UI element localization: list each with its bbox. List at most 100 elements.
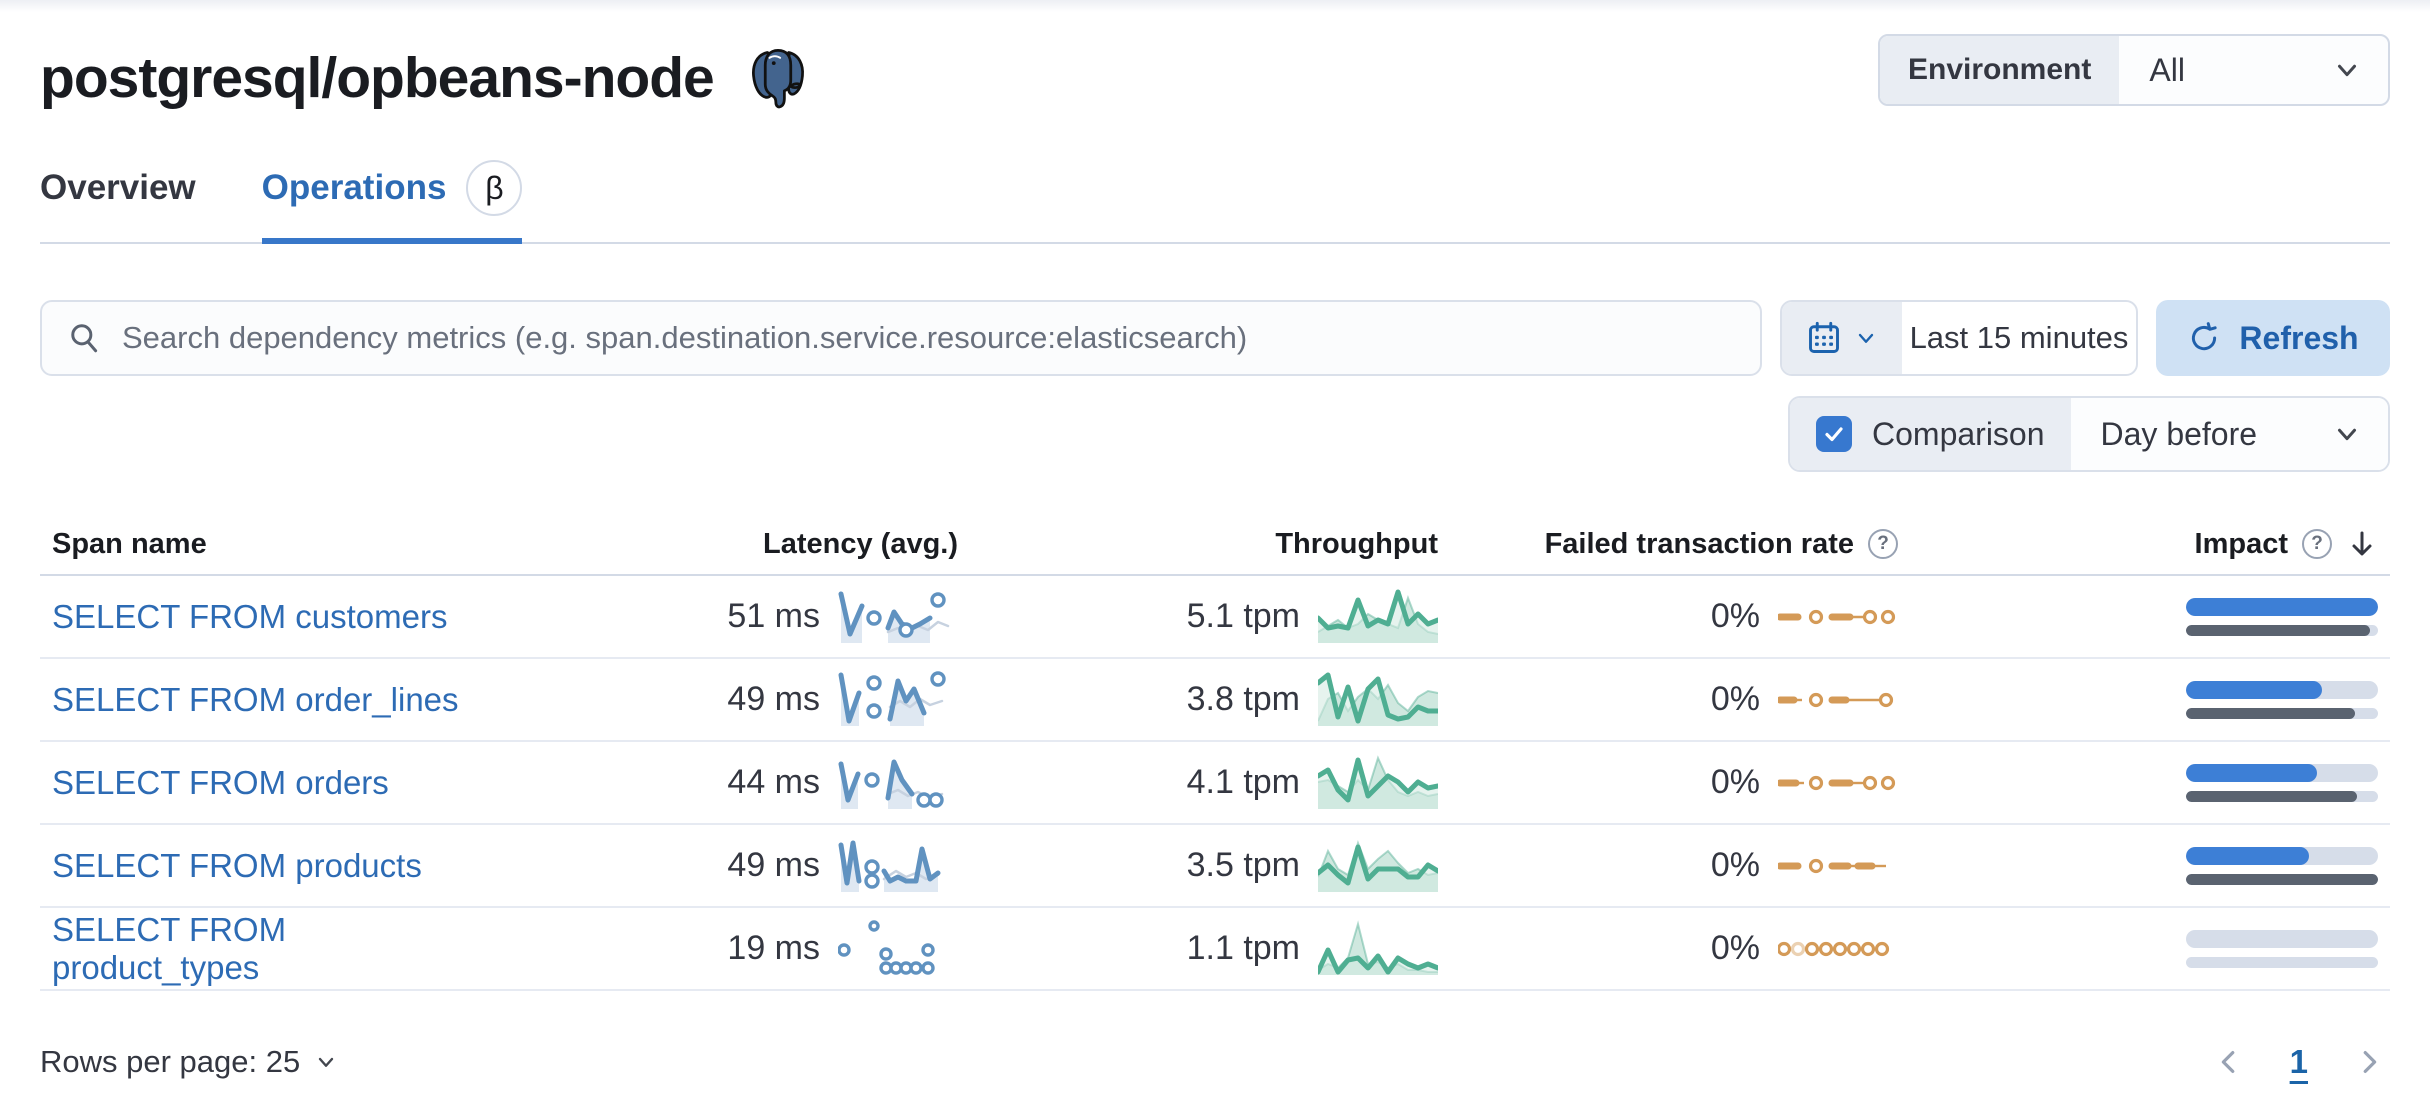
table-body: SELECT FROM customers 51 ms 5.1 tpm 0% S…	[40, 576, 2390, 991]
chevron-down-icon	[1858, 333, 1874, 343]
latency-value: 51 ms	[727, 597, 820, 635]
column-header-failed-rate[interactable]: Failed transaction rate ?	[1438, 528, 1898, 561]
failed-rate-value: 0%	[1710, 597, 1760, 635]
table-row: SELECT FROM customers 51 ms 5.1 tpm 0%	[40, 576, 2390, 659]
comparison-control: Comparison Day before	[1788, 396, 2390, 472]
search-box	[40, 300, 1762, 376]
comparison-value: Day before	[2100, 415, 2258, 452]
refresh-button[interactable]: Refresh	[2156, 300, 2390, 376]
page-number[interactable]: 1	[2289, 1043, 2308, 1080]
question-icon[interactable]: ?	[2302, 529, 2332, 559]
table-row: SELECT FROM order_lines 49 ms 3.8 tpm 0%	[40, 659, 2390, 742]
impact-bar	[2186, 846, 2378, 865]
pagination-next-icon[interactable]	[2354, 1047, 2384, 1077]
tab-operations-label: Operations	[261, 168, 447, 207]
impact-bars	[2186, 763, 2378, 802]
date-picker-button[interactable]: Last 15 minutes	[1780, 300, 2138, 376]
rows-per-page[interactable]: Rows per page: 25	[40, 1044, 338, 1080]
latency-sparkline	[838, 919, 935, 975]
failed-rate-sparkline	[1778, 775, 1896, 790]
failed-rate-sparkline	[1778, 858, 1886, 873]
search-icon	[71, 324, 98, 353]
table-row: SELECT FROM product_types 19 ms 1.1 tpm …	[40, 908, 2390, 991]
page-title: postgresql/opbeans-node	[40, 46, 715, 110]
latency-sparkline	[838, 759, 944, 809]
rows-per-page-label: Rows per page: 25	[40, 1044, 301, 1079]
column-header-span-name: Span name	[52, 527, 207, 560]
environment-value: All	[2149, 51, 2185, 88]
throughput-sparkline	[1318, 589, 1438, 643]
throughput-sparkline	[1318, 919, 1438, 975]
top-shadow	[0, 0, 2430, 12]
throughput-value: 5.1 tpm	[1186, 597, 1300, 635]
tab-operations[interactable]: Operations β	[261, 160, 523, 244]
table-row: SELECT FROM products 49 ms 3.5 tpm 0%	[40, 825, 2390, 908]
question-icon[interactable]: ?	[1868, 529, 1898, 559]
impact-bar	[2186, 597, 2378, 616]
span-link[interactable]: SELECT FROM customers	[52, 597, 448, 635]
impact-comparison-bar	[2186, 707, 2378, 719]
column-header-latency[interactable]: Latency (avg.)	[763, 527, 958, 560]
latency-value: 49 ms	[727, 680, 820, 718]
comparison-select[interactable]: Day before	[2070, 398, 2388, 470]
impact-bars	[2186, 680, 2378, 719]
tab-overview[interactable]: Overview	[40, 160, 196, 242]
tabs: Overview Operations β	[40, 160, 2390, 244]
failed-rate-value: 0%	[1710, 680, 1760, 718]
failed-rate-sparkline	[1778, 692, 1894, 707]
impact-bars	[2186, 597, 2378, 636]
operations-table: Span name Latency (avg.) Throughput Fail…	[40, 514, 2390, 991]
throughput-value: 3.5 tpm	[1186, 846, 1300, 884]
calendar-icon	[1809, 321, 1839, 353]
postgresql-icon	[751, 48, 804, 109]
pagination-previous-icon[interactable]	[2214, 1047, 2244, 1077]
sort-desc-icon[interactable]	[2346, 528, 2378, 560]
span-link[interactable]: SELECT FROM product_types	[52, 910, 287, 986]
impact-bars	[2186, 846, 2378, 885]
throughput-value: 4.1 tpm	[1186, 763, 1300, 801]
impact-comparison-bar	[2186, 624, 2378, 636]
throughput-sparkline	[1318, 839, 1438, 892]
failed-rate-value: 0%	[1710, 846, 1760, 884]
latency-sparkline	[838, 670, 946, 726]
throughput-sparkline	[1318, 754, 1438, 809]
table-footer: Rows per page: 25 1	[40, 1043, 2390, 1081]
span-link[interactable]: SELECT FROM orders	[52, 763, 389, 801]
environment-filter[interactable]: Environment All	[1878, 34, 2390, 106]
column-header-throughput[interactable]: Throughput	[1275, 527, 1438, 560]
latency-value: 19 ms	[727, 929, 820, 967]
span-link[interactable]: SELECT FROM products	[52, 846, 422, 884]
failed-rate-sparkline	[1778, 609, 1896, 624]
time-range-value: Last 15 minutes	[1909, 320, 2129, 355]
latency-sparkline	[838, 840, 941, 892]
throughput-value: 3.8 tpm	[1186, 680, 1300, 718]
failed-rate-value: 0%	[1710, 763, 1760, 801]
refresh-label: Refresh	[2239, 319, 2359, 356]
impact-bars	[2186, 929, 2378, 968]
table-header: Span name Latency (avg.) Throughput Fail…	[40, 514, 2390, 576]
failed-rate-sparkline	[1778, 941, 1890, 956]
tab-overview-label: Overview	[40, 168, 196, 207]
throughput-value: 1.1 tpm	[1186, 929, 1300, 967]
impact-comparison-bar	[2186, 873, 2378, 885]
page-header: postgresql/opbeans-node Environment All	[40, 26, 2390, 112]
environment-label: Environment	[1880, 36, 2120, 104]
latency-value: 44 ms	[727, 763, 820, 801]
impact-comparison-bar	[2186, 790, 2378, 802]
impact-bar	[2186, 763, 2378, 782]
controls-row: Last 15 minutes Refresh	[40, 300, 2390, 376]
column-header-impact[interactable]: Impact ?	[1898, 528, 2378, 561]
span-link[interactable]: SELECT FROM order_lines	[52, 680, 459, 718]
failed-rate-value: 0%	[1710, 929, 1760, 967]
beta-badge: β	[466, 160, 523, 216]
refresh-icon	[2192, 322, 2218, 351]
chevron-down-icon	[2338, 64, 2356, 77]
pagination: 1	[2214, 1043, 2384, 1081]
latency-sparkline	[838, 591, 950, 643]
impact-bar	[2186, 929, 2378, 948]
search-input[interactable]	[122, 320, 1734, 356]
impact-bar	[2186, 680, 2378, 699]
impact-comparison-bar	[2186, 956, 2378, 968]
comparison-label: Comparison	[1872, 415, 2045, 452]
comparison-checkbox[interactable]	[1816, 416, 1852, 452]
